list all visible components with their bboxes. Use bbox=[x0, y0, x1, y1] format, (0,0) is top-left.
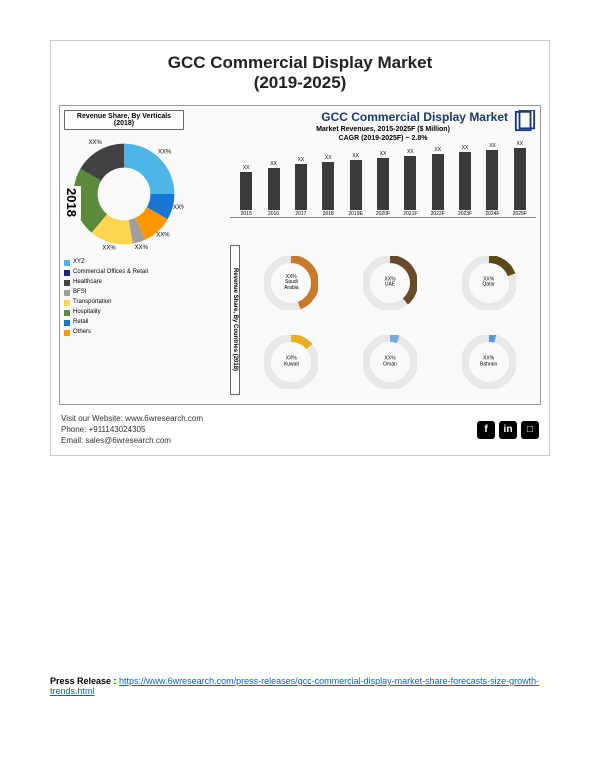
bar-column: XX2023F bbox=[453, 145, 477, 217]
right-panel: GCC Commercial Display Market Market Rev… bbox=[230, 110, 536, 402]
bar-column: XX2020F bbox=[371, 151, 395, 217]
infographic-card: GCC Commercial Display Market (2019-2025… bbox=[50, 40, 550, 456]
legend-item: BFSI bbox=[64, 288, 224, 297]
country-donut: XX%Oman bbox=[343, 325, 438, 401]
legend-item: Retail bbox=[64, 318, 224, 327]
bar-column: XX2018 bbox=[316, 155, 340, 217]
main-title: GCC Commercial Display Market (2019-2025… bbox=[51, 41, 549, 105]
country-donut: XX%Saudi Arabia bbox=[244, 245, 339, 321]
year-tag: 2018 bbox=[62, 186, 81, 219]
svg-text:XX%: XX% bbox=[102, 246, 116, 252]
countries-section: Revenue Share, By Countries (2018) XX%Sa… bbox=[230, 245, 536, 400]
social-icons: fin□ bbox=[477, 421, 539, 439]
legend-item: Healthcare bbox=[64, 278, 224, 287]
social-icon[interactable]: in bbox=[499, 421, 517, 439]
bar-chart: XX2015XX2016XX2017XX2018XX2019EXX2020FXX… bbox=[230, 148, 536, 218]
press-release: Press Release : https://www.6wresearch.c… bbox=[50, 676, 550, 696]
country-donut: XX%UAE bbox=[343, 245, 438, 321]
email-text: Email: sales@6wresearch.com bbox=[61, 435, 203, 446]
brand-title: GCC Commercial Display Market bbox=[230, 110, 536, 124]
chart-area: Revenue Share, By Verticals (2018) XX% XX… bbox=[59, 105, 541, 405]
social-icon[interactable]: □ bbox=[521, 421, 539, 439]
press-label: Press Release : bbox=[50, 676, 119, 686]
svg-text:XX%: XX% bbox=[173, 205, 184, 211]
legend-item: Hospitality bbox=[64, 308, 224, 317]
legend-item: Commercial Offices & Retail bbox=[64, 268, 224, 277]
display-icon bbox=[514, 110, 536, 132]
verticals-donut: XX%XX%XX%XX%XX%XX%XX% 2018 bbox=[64, 134, 184, 254]
bar-column: XX2022F bbox=[426, 147, 450, 217]
bar-column: XX2024F bbox=[480, 143, 504, 217]
website-text: Visit our Website: www.6wresearch.com bbox=[61, 413, 203, 424]
revenue-share-label: Revenue Share, By Verticals (2018) bbox=[64, 110, 184, 130]
bar-column: XX2015 bbox=[234, 165, 258, 217]
legend-item: Others bbox=[64, 328, 224, 337]
svg-text:XX%: XX% bbox=[89, 140, 103, 146]
bar-column: XX2019E bbox=[343, 153, 367, 217]
brand-text: GCC Commercial Display Market bbox=[321, 110, 508, 124]
legend-item: XYZ bbox=[64, 258, 224, 267]
press-link[interactable]: https://www.6wresearch.com/press-release… bbox=[50, 676, 539, 696]
country-donut: XX%Bahrain bbox=[441, 325, 536, 401]
bar-column: XX2016 bbox=[261, 161, 285, 217]
svg-text:XX%: XX% bbox=[156, 232, 170, 238]
phone-text: Phone: +911143024305 bbox=[61, 424, 203, 435]
svg-text:XX%: XX% bbox=[158, 149, 172, 155]
card-footer: Visit our Website: www.6wresearch.com Ph… bbox=[51, 405, 549, 455]
country-donut: XX%Kuwait bbox=[244, 325, 339, 401]
contact-block: Visit our Website: www.6wresearch.com Ph… bbox=[61, 413, 203, 447]
legend: XYZCommercial Offices & RetailHealthcare… bbox=[64, 258, 224, 337]
subtitle: Market Revenues, 2015-2025F ($ Million) bbox=[230, 126, 536, 133]
country-grid: XX%Saudi Arabia XX%UAE XX%Qatar XX%Kuwai… bbox=[244, 245, 536, 400]
country-donut: XX%Qatar bbox=[441, 245, 536, 321]
country-share-label: Revenue Share, By Countries (2018) bbox=[230, 245, 240, 395]
bar-column: XX2021F bbox=[398, 149, 422, 217]
bar-column: XX2017 bbox=[289, 157, 313, 217]
bar-column: XX2025F bbox=[508, 141, 532, 217]
cagr-text: CAGR (2019-2025F) ~ 2.8% bbox=[230, 135, 536, 142]
svg-text:XX%: XX% bbox=[135, 245, 149, 251]
left-panel: Revenue Share, By Verticals (2018) XX% XX… bbox=[64, 110, 224, 402]
social-icon[interactable]: f bbox=[477, 421, 495, 439]
legend-item: Transportation bbox=[64, 298, 224, 307]
